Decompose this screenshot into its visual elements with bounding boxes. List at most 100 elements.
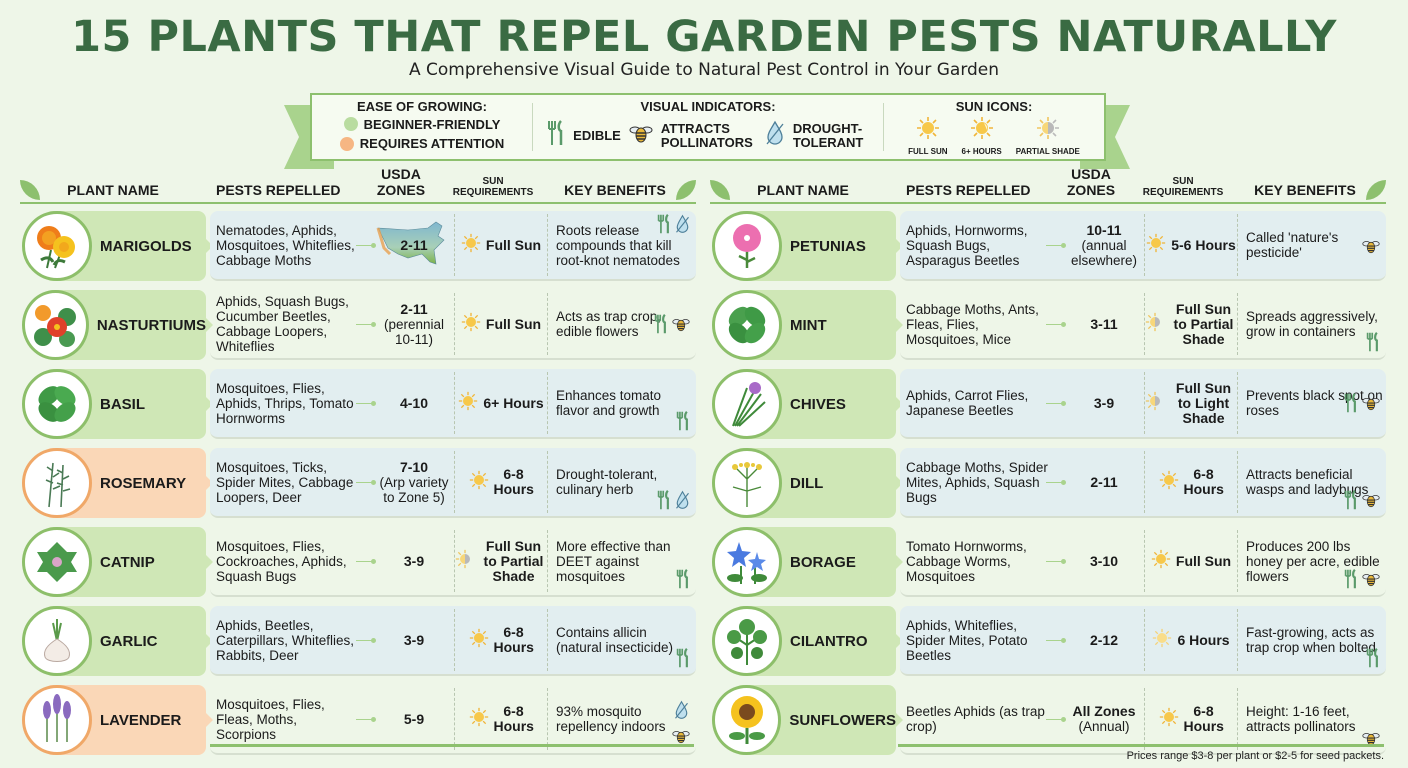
- bee-icon: [1362, 729, 1380, 750]
- usda-zones: 10-11 (annual elsewhere): [1064, 222, 1144, 268]
- full-sun-icon: [461, 312, 481, 337]
- table-bottom-border: [898, 744, 1384, 747]
- table-row-dill: DILL Cabbage Moths, Spider Mites, Aphids…: [710, 445, 1386, 521]
- bee-icon: [1362, 237, 1380, 258]
- benefit-text: Enhances tomato flavor and growth: [556, 388, 662, 418]
- sun-text: 6-8 Hours: [493, 624, 534, 655]
- divider: [532, 103, 533, 151]
- connector-line: [356, 637, 376, 643]
- pests-repelled: Tomato Hornworms, Cabbage Worms, Mosquit…: [906, 538, 1027, 584]
- edible-icon: [654, 314, 668, 337]
- column-header-plant-name: PLANT NAME: [67, 182, 159, 198]
- benefit-text: Drought-tolerant, culinary herb: [556, 467, 658, 497]
- indicator-icons: [672, 700, 690, 748]
- sun-requirements: 6-8 Hours: [454, 688, 548, 750]
- sun-text: Full Sun: [1175, 552, 1232, 569]
- connector-line: [356, 716, 376, 722]
- plant-data: Cabbage Moths, Ants, Fleas, Flies, Mosqu…: [900, 290, 1386, 360]
- column-header-pests: PESTS REPELLED: [906, 182, 1031, 198]
- connector-line: [356, 400, 376, 406]
- pointer: [206, 634, 213, 648]
- indicator-icons: [676, 569, 690, 592]
- zones-range: 2-11: [400, 236, 428, 253]
- plant-data: Mosquitoes, Flies, Cockroaches, Aphids, …: [210, 527, 696, 597]
- legend-label: 6+ HOURS: [961, 147, 1002, 156]
- six-hours-sun-icon: [970, 116, 994, 145]
- usda-zones: 3-11: [1064, 315, 1144, 332]
- table-row-petunias: PETUNIAS Aphids, Hornworms, Squash Bugs,…: [710, 208, 1386, 284]
- usda-zones: 5-9: [374, 711, 454, 727]
- plant-name-cell: CILANTRO: [710, 606, 903, 676]
- edible-icon: [1366, 648, 1380, 671]
- zones-range: 4-10: [399, 394, 429, 411]
- legend-sun-row: FULL SUN 6+ HOURS PARTIAL SHADE: [908, 116, 1080, 156]
- divider: [883, 103, 884, 151]
- edible-icon: [676, 648, 690, 671]
- plant-name: CILANTRO: [790, 632, 868, 650]
- connector-line: [1046, 637, 1066, 643]
- edible-icon: [657, 214, 671, 237]
- plant-name-cell: CATNIP: [20, 527, 213, 597]
- column-header-plant-name: PLANT NAME: [757, 182, 849, 198]
- plant-name: BASIL: [100, 395, 145, 413]
- zones-range: 2-11: [400, 300, 428, 317]
- sun-text: 6-8 Hours: [1183, 703, 1224, 734]
- sun-requirements: 6-8 Hours: [454, 609, 548, 671]
- sun-text: 6-8 Hours: [493, 703, 534, 734]
- table-row-cilantro: CILANTRO Aphids, Whiteflies, Spider Mite…: [710, 603, 1386, 679]
- zones-note: (Annual): [1078, 719, 1130, 734]
- indicator-icons: [1362, 729, 1380, 750]
- plant-name-cell: DILL: [710, 448, 903, 518]
- attention-dot-icon: [339, 136, 354, 151]
- plant-name-cell: BORAGE: [710, 527, 903, 597]
- sun-requirements: 6 Hours: [1144, 609, 1238, 671]
- chives-illustration-icon: [712, 369, 782, 439]
- pests-repelled: Mosquitoes, Flies, Cockroaches, Aphids, …: [216, 538, 347, 584]
- pests-repelled: Mosquitoes, Flies, Fleas, Moths, Scorpio…: [216, 696, 325, 742]
- benefit-text: Spreads aggressively, grow in containers: [1246, 309, 1378, 339]
- key-benefits: Fast-growing, acts as trap crop when bol…: [1238, 609, 1386, 671]
- zones-range: 3-11: [1090, 315, 1118, 332]
- pests-repelled: Cabbage Moths, Ants, Fleas, Flies, Mosqu…: [906, 301, 1039, 347]
- edible-icon: [657, 490, 671, 513]
- pointer: [206, 318, 213, 332]
- bee-icon: [1362, 491, 1380, 512]
- footer-note: Prices range $3-8 per plant or $2-5 for …: [1126, 750, 1384, 762]
- benefit-text: Roots release compounds that kill root-k…: [556, 222, 680, 268]
- zones-range: 7-10: [399, 458, 429, 475]
- usda-zones: 7-10 (Arp variety to Zone 5): [374, 458, 454, 505]
- zones-range: 2-11: [1090, 473, 1118, 490]
- plant-table-left: PLANT NAME PESTS REPELLED USDA ZONES SUN…: [20, 166, 696, 761]
- header-line: REQUIREMENTS: [1142, 187, 1224, 198]
- benefit-text: Acts as trap crop, edible flowers: [556, 309, 662, 339]
- plant-data: Tomato Hornworms, Cabbage Worms, Mosquit…: [900, 527, 1386, 597]
- sunflowers-illustration-icon: [712, 685, 782, 755]
- bee-icon: [672, 315, 690, 336]
- sun-requirements: Full Sun to Light Shade: [1144, 372, 1238, 434]
- table-body: MARIGOLDS Nematodes, Aphids, Mosquitoes,…: [20, 208, 696, 758]
- full-sun-icon: [1159, 707, 1179, 732]
- table-row-borage: BORAGE Tomato Hornworms, Cabbage Worms, …: [710, 524, 1386, 600]
- indicator-icons: [676, 648, 690, 671]
- table-row-garlic: GARLIC Aphids, Beetles, Caterpillars, Wh…: [20, 603, 696, 679]
- edible-icon: [1344, 393, 1358, 416]
- legend-partial-shade: PARTIAL SHADE: [1016, 116, 1080, 156]
- legend-banner: EASE OF GROWING: BEGINNER-FRIENDLY REQUI…: [310, 93, 1106, 161]
- pests-repelled: Cabbage Moths, Spider Mites, Aphids, Squ…: [906, 459, 1048, 505]
- sun-text: 6+ Hours: [483, 394, 544, 411]
- bee-icon: [1362, 570, 1380, 591]
- plant-data: Aphids, Beetles, Caterpillars, Whiteflie…: [210, 606, 696, 676]
- sun-text: Full Sun to Partial Shade: [1173, 300, 1234, 347]
- legend-visual-indicators: VISUAL INDICATORS: EDIBLE ATTRACTS POLLI…: [533, 95, 883, 159]
- plant-name: DILL: [790, 474, 824, 492]
- edible-icon: [676, 569, 690, 592]
- legend-label: PARTIAL SHADE: [1015, 147, 1080, 156]
- sun-text: 5-6 Hours: [1171, 236, 1236, 253]
- us-map-icon: [376, 221, 445, 264]
- sun-text: 6 Hours: [1177, 631, 1230, 648]
- column-header-zones: USDA ZONES: [1066, 166, 1116, 198]
- edible-icon: [1344, 569, 1358, 592]
- table-row-chives: CHIVES Aphids, Carrot Flies, Japanese Be…: [710, 366, 1386, 442]
- pests-repelled: Mosquitoes, Flies, Aphids, Thrips, Tomat…: [216, 380, 354, 426]
- plant-name-cell: SUNFLOWERS: [710, 685, 903, 755]
